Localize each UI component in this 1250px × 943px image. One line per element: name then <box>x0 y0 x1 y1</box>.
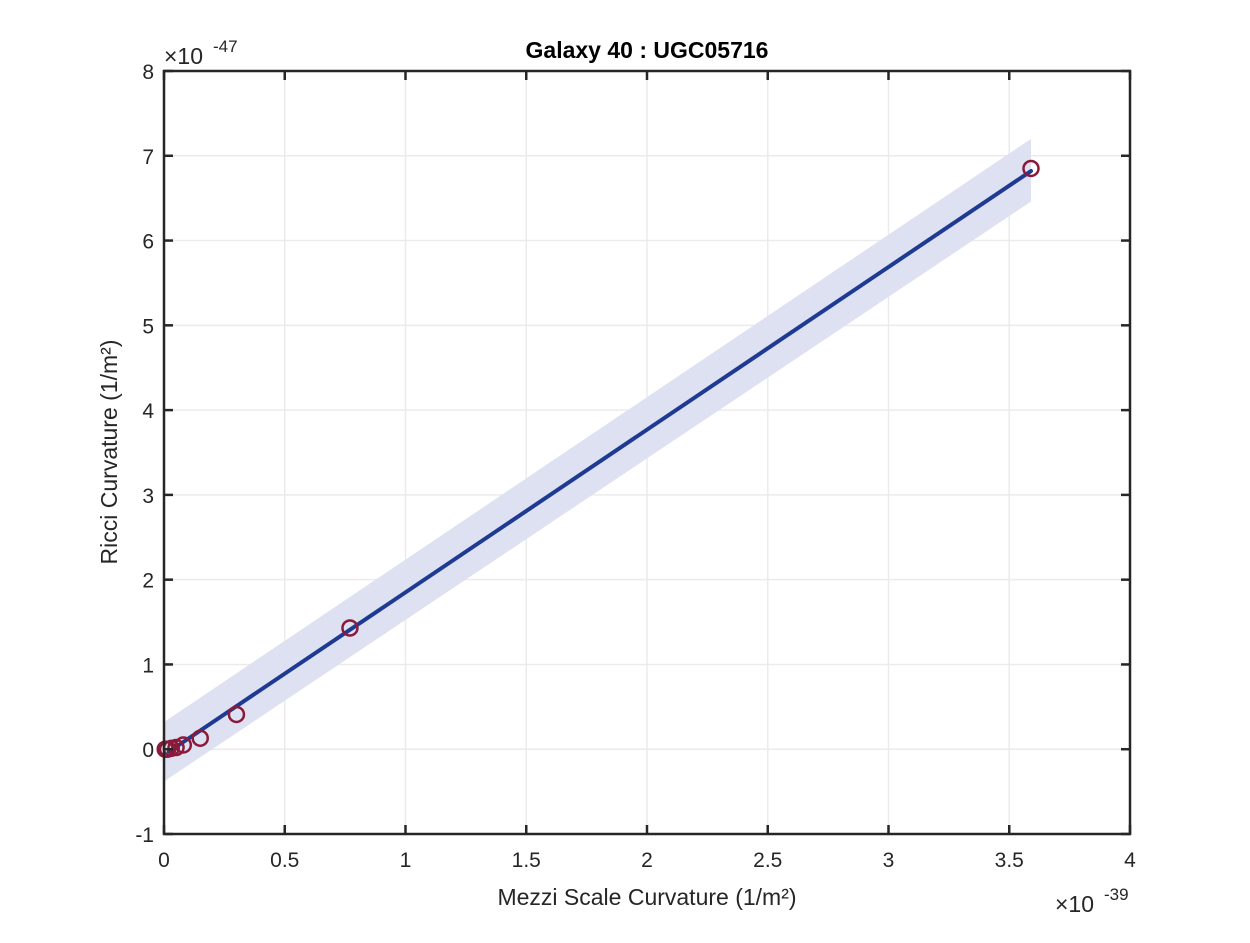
x-exponent-power: -39 <box>1104 885 1129 904</box>
x-tick-label: 1.5 <box>512 849 541 872</box>
fit-line <box>166 169 1033 754</box>
y-tick-label: 1 <box>142 654 154 677</box>
y-tick-labels: -1 0 1 2 3 4 5 6 7 8 <box>135 61 154 847</box>
data-point <box>174 736 193 754</box>
x-tick-label: 2 <box>641 849 653 872</box>
chart-title: Galaxy 40 : UGC05716 <box>526 37 769 63</box>
fit-line-layer <box>166 169 1033 754</box>
x-exponent-base: ×10 <box>1055 891 1094 917</box>
y-tick-label: 2 <box>142 570 154 593</box>
y-exponent-power: -47 <box>213 37 238 56</box>
data-point <box>341 619 359 637</box>
y-tick-label: 4 <box>142 400 154 423</box>
y-tick-label: -1 <box>135 824 154 847</box>
y-tick-label: 6 <box>142 231 154 254</box>
y-tick-label: 0 <box>142 739 154 762</box>
y-tick-label: 8 <box>142 61 154 84</box>
y-tick-label: 5 <box>142 315 154 338</box>
x-tick-labels: 0 0.5 1 1.5 2 2.5 3 3.5 4 <box>158 849 1136 872</box>
data-point <box>227 705 246 724</box>
confidence-band-layer <box>164 138 1031 782</box>
y-tick-label: 7 <box>142 146 154 169</box>
x-tick-label: 4 <box>1124 849 1136 872</box>
x-tick-label: 2.5 <box>753 849 782 872</box>
data-points-layer <box>156 159 1040 758</box>
y-exponent-base: ×10 <box>164 43 203 69</box>
x-axis-label: Mezzi Scale Curvature (1/m²) <box>497 884 796 910</box>
y-axis-label: Ricci Curvature (1/m²) <box>96 340 122 565</box>
data-point <box>1022 159 1040 178</box>
x-tick-label: 0 <box>158 849 170 872</box>
confidence-band <box>164 138 1031 782</box>
x-tick-label: 3.5 <box>995 849 1024 872</box>
x-tick-label: 3 <box>883 849 895 872</box>
x-tick-label: 0.5 <box>270 849 299 872</box>
tick-marks <box>162 69 1132 836</box>
data-point <box>191 729 209 747</box>
data-point <box>167 738 185 757</box>
y-tick-label: 3 <box>142 485 154 508</box>
x-tick-label: 1 <box>400 849 412 872</box>
